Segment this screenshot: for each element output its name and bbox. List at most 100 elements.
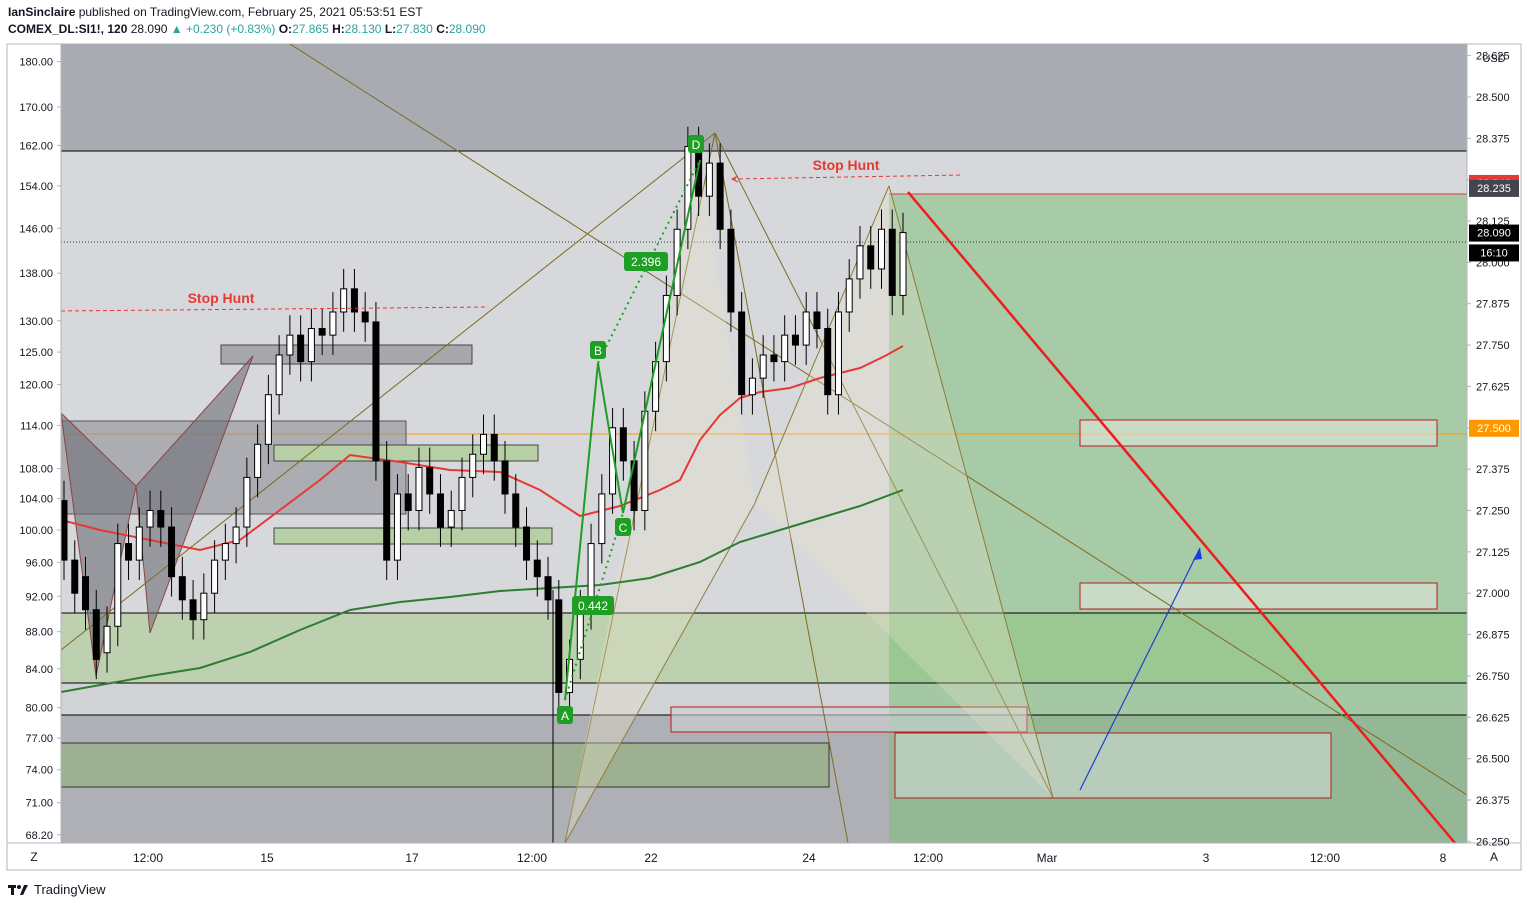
right-tick-label: 26.875 — [1476, 630, 1510, 642]
left-tick-label: 162.00 — [19, 140, 53, 152]
stop-hunt-line-right — [731, 174, 963, 180]
price-tag-box — [1469, 419, 1519, 437]
left-price-axis[interactable]: 180.00 170.00 162.00 154.00 146.00 138.00 130.… — [19, 57, 61, 842]
bd-dotted-line — [597, 159, 701, 364]
left-tick-label: 77.00 — [25, 733, 53, 745]
price-tag-label: 16:10 — [1480, 247, 1508, 259]
right-tick-label: 26.500 — [1476, 754, 1510, 766]
low-value: 27.830 — [396, 22, 433, 36]
price-tag-label: 27.500 — [1477, 423, 1511, 435]
candle-down — [888, 228, 896, 296]
right-tick-label: 26.250 — [1476, 836, 1510, 848]
left-tick-label: 108.00 — [19, 464, 53, 476]
candle-up — [329, 311, 337, 336]
time-tick-label: 3 — [1203, 851, 1210, 865]
candle-down — [92, 609, 100, 660]
candle-down — [318, 328, 326, 336]
candle-down — [824, 328, 832, 396]
plot-area[interactable] — [61, 44, 1467, 843]
symbol-name[interactable]: COMEX_DL:SI1!, 120 — [8, 22, 128, 36]
time-tick-label: 15 — [260, 851, 274, 865]
left-tick-label: 180.00 — [19, 57, 53, 69]
red-box-lower-right — [894, 732, 1332, 799]
footer-brand[interactable]: TradingView — [34, 882, 106, 897]
candle-down — [727, 228, 735, 313]
zoom-corner-button[interactable]: Z — [30, 850, 37, 864]
right-tick-label: 27.125 — [1476, 547, 1510, 559]
publish-info: IanSinclaire published on TradingView.co… — [8, 5, 423, 19]
published-text: published on TradingView.com, February 2… — [75, 5, 423, 19]
right-tick-label: 26.625 — [1476, 712, 1510, 724]
stop-hunt-label-right: Stop Hunt — [813, 157, 880, 173]
candle-down — [813, 311, 821, 330]
close-label: C: — [436, 22, 449, 36]
left-tick-label: 84.00 — [25, 664, 53, 676]
harmonic-triangle-2 — [135, 355, 254, 634]
price-tag-label: 28.090 — [1477, 228, 1511, 240]
right-tick-label: 27.250 — [1476, 505, 1510, 517]
left-tick-label: 120.00 — [19, 380, 53, 392]
candle-up — [447, 509, 455, 528]
left-tick-label: 170.00 — [19, 102, 53, 114]
right-price-axis[interactable]: 28.62528.50028.37528.25028.12528.00027.8… — [1467, 51, 1510, 849]
right-tick-label: 27.625 — [1476, 381, 1510, 393]
gray-box-top — [220, 344, 473, 365]
right-tick-label: 27.000 — [1476, 588, 1510, 600]
right-tick-label: 26.750 — [1476, 671, 1510, 683]
candle-up — [211, 559, 219, 594]
candle-up — [200, 592, 208, 621]
ratio-label-ac: 0.442 — [572, 596, 614, 615]
candle-up — [609, 427, 617, 495]
candle-down — [501, 460, 509, 495]
candle-down — [512, 493, 520, 528]
candle-up — [684, 146, 692, 230]
right-tick-label: 28.375 — [1476, 133, 1510, 145]
candle-down — [383, 460, 391, 561]
left-tick-label: 130.00 — [19, 316, 53, 328]
stop-hunt-label-left: Stop Hunt — [188, 290, 255, 306]
right-tick-label: 26.375 — [1476, 795, 1510, 807]
red-box-lower-left — [670, 706, 1028, 733]
candle-up — [286, 334, 294, 356]
author-name[interactable]: IanSinclaire — [8, 5, 76, 19]
candle-up — [146, 509, 154, 528]
candle-up — [899, 232, 907, 296]
high-label: H: — [332, 22, 345, 36]
green-box-1 — [273, 444, 539, 462]
candle-up — [264, 394, 272, 445]
red-trend-line — [907, 191, 1456, 843]
candle-up — [340, 288, 348, 313]
time-tick-label: 12:00 — [1310, 851, 1340, 865]
candle-up — [759, 354, 767, 379]
left-tick-label: 80.00 — [25, 703, 53, 715]
low-label: L: — [384, 22, 397, 36]
auto-scale-button[interactable]: A — [1490, 850, 1498, 864]
left-tick-label: 104.00 — [19, 494, 53, 506]
price-tag-box — [1469, 179, 1519, 197]
svg-text:A: A — [561, 709, 569, 723]
left-tick-label: 71.00 — [25, 798, 53, 810]
candle-down — [71, 559, 79, 594]
candle-up — [135, 526, 143, 561]
point-label-c: C — [615, 518, 631, 536]
candle-down — [189, 599, 197, 621]
candle-down — [426, 466, 434, 495]
svg-text:2.396: 2.396 — [631, 255, 661, 269]
last-price: 28.090 — [130, 22, 168, 36]
candle-down — [770, 354, 778, 363]
stop-hunt-arrow — [730, 175, 739, 183]
candle-up — [415, 466, 423, 511]
candle-down — [544, 576, 552, 601]
time-axis[interactable]: 12:00 15 17 12:00 22 24 12:00 Mar 3 12:00 8 — [133, 851, 1447, 865]
candle-up — [576, 609, 584, 660]
blue-arrow-head — [1193, 548, 1202, 560]
supply-zone-top — [61, 44, 1467, 151]
candle-down — [157, 509, 165, 528]
candle-up — [243, 476, 251, 528]
time-tick-label: 17 — [405, 851, 419, 865]
candle-up — [232, 526, 240, 545]
right-tick-label: 28.625 — [1476, 51, 1510, 63]
candle-up — [598, 493, 606, 545]
time-tick-label: 12:00 — [133, 851, 163, 865]
